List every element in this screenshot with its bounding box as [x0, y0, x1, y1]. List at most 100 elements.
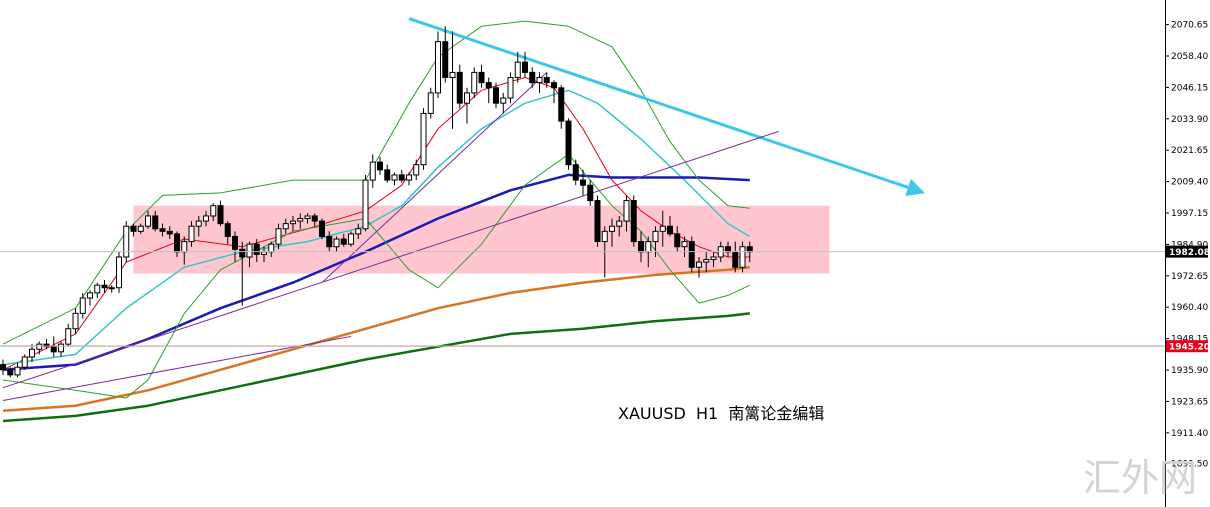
candle-bear [398, 174, 405, 181]
candle-bull [297, 218, 304, 222]
candle-bear [674, 233, 681, 248]
candle-bear [493, 87, 499, 104]
candle-bear [319, 220, 325, 237]
candle-bear [522, 61, 528, 73]
candle-bull [420, 112, 427, 166]
candle-bull [261, 251, 267, 255]
candle-bull [246, 243, 253, 258]
candle-bull [203, 215, 209, 222]
y-tick-label: 2058.40 [1171, 52, 1208, 62]
y-tick-label: 2046.15 [1171, 83, 1208, 93]
candle-bull [659, 225, 666, 232]
trendline-layer [2, 17, 926, 402]
ma-layer [2, 20, 751, 423]
y-tick-label: 1899.50 [1171, 459, 1208, 469]
candle-bull [435, 41, 441, 94]
candle-bear [217, 205, 224, 225]
candle-bull [601, 230, 608, 243]
candle-bull [58, 343, 64, 353]
trend-arrow [408, 17, 926, 196]
candle-bear [7, 369, 14, 376]
candle-bear [638, 241, 644, 253]
candle-bull [616, 220, 623, 227]
price-tag-box [1166, 340, 1208, 353]
y-tick-label: 1923.65 [1171, 397, 1208, 407]
candle-bull [645, 241, 652, 253]
indicator-line [2, 265, 750, 413]
candle-bull [362, 179, 369, 230]
candles-layer [0, 26, 753, 378]
price-tag-box [1166, 245, 1208, 258]
candle-bull [464, 92, 470, 104]
y-tick-label: 1948.15 [1171, 335, 1208, 345]
candle-bull [123, 225, 130, 258]
candle-bear [377, 161, 383, 171]
candle-bear [442, 41, 449, 79]
candle-bull [290, 220, 296, 225]
price-tags: 1982.08 1945.20 [0, 245, 1210, 353]
candle-bull [696, 261, 702, 268]
candle-bear [667, 225, 673, 235]
candle-bull [391, 174, 398, 181]
candle-bull [449, 71, 456, 79]
candle-bear [725, 246, 731, 253]
indicator-line [2, 312, 750, 423]
candle-bear [572, 164, 579, 181]
candle-bull [108, 287, 115, 290]
candle-bear [529, 71, 536, 84]
candle-bull [304, 215, 311, 220]
candle-bull [739, 246, 746, 268]
candle-bull [65, 328, 72, 345]
candle-bull [145, 215, 151, 227]
candle-bear [384, 169, 391, 181]
candle-bull [137, 225, 144, 232]
y-tick-label: 2009.40 [1171, 178, 1208, 188]
candle-bull [652, 230, 659, 243]
candle-bull [275, 228, 282, 245]
candle-bull [210, 205, 217, 217]
candle-bear [174, 233, 180, 253]
candle-bull [333, 238, 340, 248]
candle-bear [326, 235, 333, 248]
candle-bull [355, 228, 362, 235]
candle-bull [623, 200, 630, 222]
candle-bear [130, 225, 137, 232]
candle-bull [681, 241, 688, 248]
candle-bull [29, 348, 35, 358]
watermark: 汇外网 [1083, 456, 1197, 500]
candle-bear [630, 200, 637, 243]
candle-bull [188, 225, 195, 243]
candle-bear [239, 248, 246, 258]
candle-bull [348, 233, 354, 245]
candle-bear [101, 284, 108, 289]
candle-bear [340, 238, 347, 245]
indicator-line [2, 173, 750, 372]
indicator-line [2, 153, 751, 399]
candle-bear [580, 179, 586, 186]
candle-bull [181, 241, 188, 253]
candle-bull [609, 225, 615, 232]
candle-bull [406, 174, 412, 181]
candle-bear [543, 77, 550, 84]
candle-bull [703, 259, 710, 263]
candle-bear [594, 200, 601, 243]
indicator-line [2, 20, 750, 345]
candle-bull [427, 92, 434, 114]
candle-bull [282, 223, 289, 230]
candle-bear [732, 251, 739, 268]
candle-bull [79, 297, 86, 314]
candle-bull [87, 292, 93, 299]
candle-bull [514, 61, 521, 79]
candle-bear [688, 241, 695, 268]
chart-caption: XAUUSD H1 南篱论金编辑 [618, 404, 824, 423]
y-tick-label: 1984.90 [1171, 240, 1208, 250]
trendline [2, 130, 779, 389]
candle-bear [232, 235, 238, 250]
candle-bear [551, 82, 557, 89]
candle-bull [195, 220, 202, 227]
candle-bull [14, 366, 21, 376]
candle-bull [268, 243, 275, 253]
y-tick-label: 1972.65 [1171, 272, 1208, 282]
candle-bull [500, 97, 507, 104]
